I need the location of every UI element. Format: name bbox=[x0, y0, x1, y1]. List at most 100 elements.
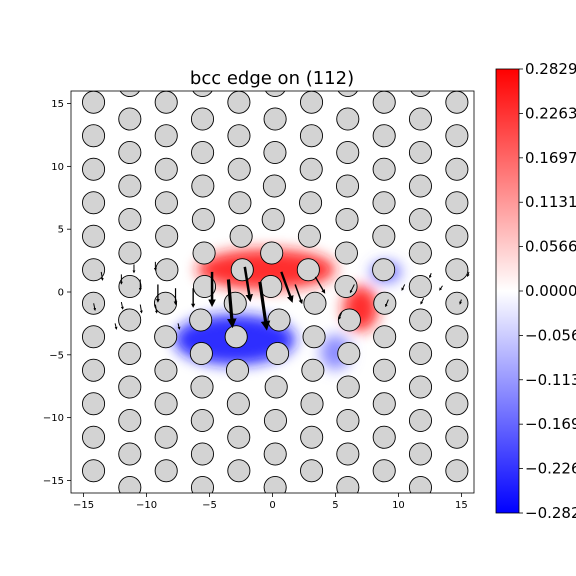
atom bbox=[336, 375, 360, 399]
colorbar-tick-label: 0.2263 bbox=[525, 104, 576, 122]
y-tick-label: 5 bbox=[58, 225, 64, 236]
atom-lattice bbox=[81, 91, 469, 493]
atom bbox=[408, 375, 433, 399]
displacement-arrow bbox=[459, 299, 463, 305]
atom bbox=[155, 224, 179, 248]
atom bbox=[192, 241, 216, 265]
atom bbox=[372, 258, 396, 282]
displacement-arrow bbox=[428, 272, 432, 279]
atom bbox=[82, 224, 106, 248]
atom bbox=[445, 157, 469, 181]
atom bbox=[445, 291, 469, 315]
atom bbox=[409, 308, 433, 332]
atom bbox=[302, 325, 326, 349]
atom bbox=[119, 91, 140, 98]
atom bbox=[301, 358, 325, 382]
atom bbox=[154, 358, 178, 382]
atom bbox=[224, 325, 248, 349]
atom bbox=[82, 191, 106, 215]
atom bbox=[223, 291, 247, 315]
atom bbox=[154, 91, 178, 114]
atom bbox=[225, 358, 250, 382]
atom bbox=[300, 459, 324, 483]
atom bbox=[445, 124, 469, 148]
atom bbox=[263, 140, 287, 165]
atom bbox=[408, 174, 432, 198]
atom bbox=[190, 442, 214, 466]
atom bbox=[228, 191, 252, 215]
atom bbox=[299, 191, 323, 215]
y-tick-label: −15 bbox=[43, 476, 64, 487]
atom bbox=[373, 291, 397, 315]
atom bbox=[190, 375, 214, 399]
displacement-arrow bbox=[294, 284, 303, 305]
displacement-arrow bbox=[177, 323, 181, 330]
displacement-arrow bbox=[401, 284, 406, 291]
x-tick-label: −5 bbox=[202, 500, 217, 511]
atom bbox=[118, 274, 142, 299]
displacement-arrow bbox=[420, 298, 425, 305]
y-tick-label: −10 bbox=[43, 413, 64, 424]
atom bbox=[118, 241, 142, 265]
atom bbox=[227, 425, 251, 449]
atom bbox=[82, 425, 106, 449]
atom bbox=[372, 124, 396, 148]
displacement-arrow bbox=[439, 285, 443, 291]
atom bbox=[82, 392, 106, 416]
displacement-arrow bbox=[243, 266, 253, 303]
atom bbox=[260, 241, 284, 265]
displacement-arrow bbox=[338, 311, 343, 320]
atom bbox=[267, 308, 291, 332]
atom bbox=[189, 341, 213, 366]
colorbar-tick-label: 0.2829 bbox=[525, 60, 576, 78]
atom bbox=[227, 459, 251, 483]
displacement-arrow bbox=[349, 284, 355, 294]
atom bbox=[372, 224, 396, 248]
x-tick-label: 15 bbox=[455, 500, 468, 511]
x-tick-label: −10 bbox=[136, 500, 157, 511]
atom bbox=[300, 425, 324, 449]
atom bbox=[372, 459, 396, 483]
atom bbox=[263, 408, 287, 433]
atom bbox=[230, 258, 254, 282]
atom bbox=[335, 174, 360, 198]
atom bbox=[296, 258, 320, 282]
atom bbox=[408, 140, 433, 165]
atom bbox=[299, 157, 323, 181]
atom bbox=[336, 140, 360, 165]
displacement-arrow bbox=[154, 304, 158, 314]
displacement-arrow bbox=[226, 279, 237, 329]
colorbar-gradient bbox=[495, 68, 520, 514]
atom bbox=[445, 191, 469, 215]
atom bbox=[154, 392, 178, 416]
colorbar-tick-label: −0.1131 bbox=[525, 371, 576, 389]
atom bbox=[81, 291, 106, 315]
atom bbox=[192, 91, 213, 98]
atom bbox=[445, 224, 469, 248]
y-tick-label: −5 bbox=[49, 350, 64, 361]
atom bbox=[227, 157, 251, 181]
atom bbox=[372, 91, 396, 114]
atom bbox=[82, 459, 106, 483]
displacement-arrow bbox=[100, 271, 104, 281]
atom bbox=[118, 475, 142, 493]
atom bbox=[81, 325, 106, 349]
atom bbox=[154, 191, 178, 215]
displacement-arrow bbox=[258, 281, 271, 331]
atom bbox=[265, 91, 286, 98]
atom bbox=[118, 308, 142, 332]
atom bbox=[372, 425, 396, 449]
atom bbox=[408, 107, 433, 131]
atom bbox=[266, 341, 290, 366]
atom bbox=[263, 475, 287, 493]
atom bbox=[191, 207, 215, 232]
atom bbox=[445, 459, 469, 483]
x-tick-label: 0 bbox=[269, 500, 275, 511]
atom bbox=[190, 107, 215, 131]
atom bbox=[445, 325, 469, 349]
displacement-arrow bbox=[280, 271, 294, 303]
x-tick-label: 10 bbox=[392, 500, 405, 511]
atom bbox=[337, 91, 358, 98]
atom bbox=[192, 274, 217, 299]
